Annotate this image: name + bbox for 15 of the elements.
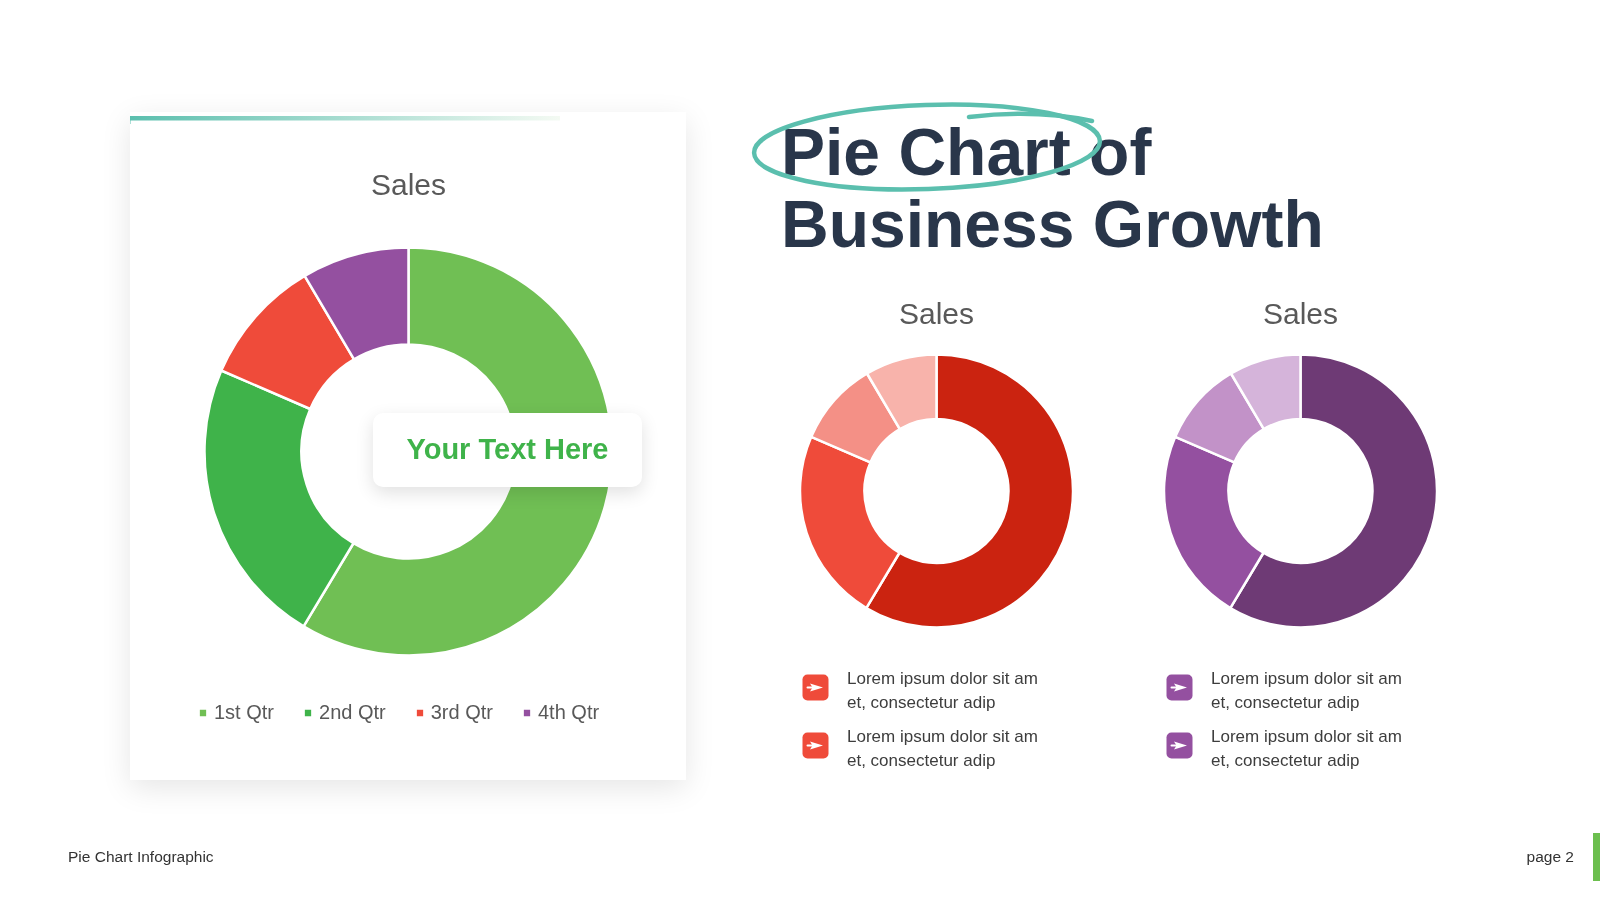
chart-title: Sales: [1262, 297, 1339, 330]
text: Lorem ipsum dolor sit am et, consectetur adip: [847, 726, 1039, 772]
text: Lorem ipsum dolor sit am et, consectetur adip: [1211, 726, 1403, 772]
text: Lorem ipsum dolor sit am et, consectetur adip: [847, 668, 1039, 714]
text: Pie Chart of Business Growth: [781, 115, 1325, 261]
text: Pie Chart Infographic: [68, 847, 214, 867]
text: Lorem ipsum dolor sit am et, consectetur adip: [1211, 668, 1403, 714]
legend-label: 2nd Qtr: [319, 701, 386, 724]
chart-title: Sales: [898, 297, 975, 330]
text: Your Text Here: [373, 413, 642, 487]
text: page 2: [1526, 847, 1574, 867]
legend-label: 1st Qtr: [214, 701, 275, 724]
chart-title: Sales: [370, 168, 447, 201]
legend-label: 4th Qtr: [537, 701, 600, 724]
legend-label: 3rd Qtr: [430, 701, 493, 724]
